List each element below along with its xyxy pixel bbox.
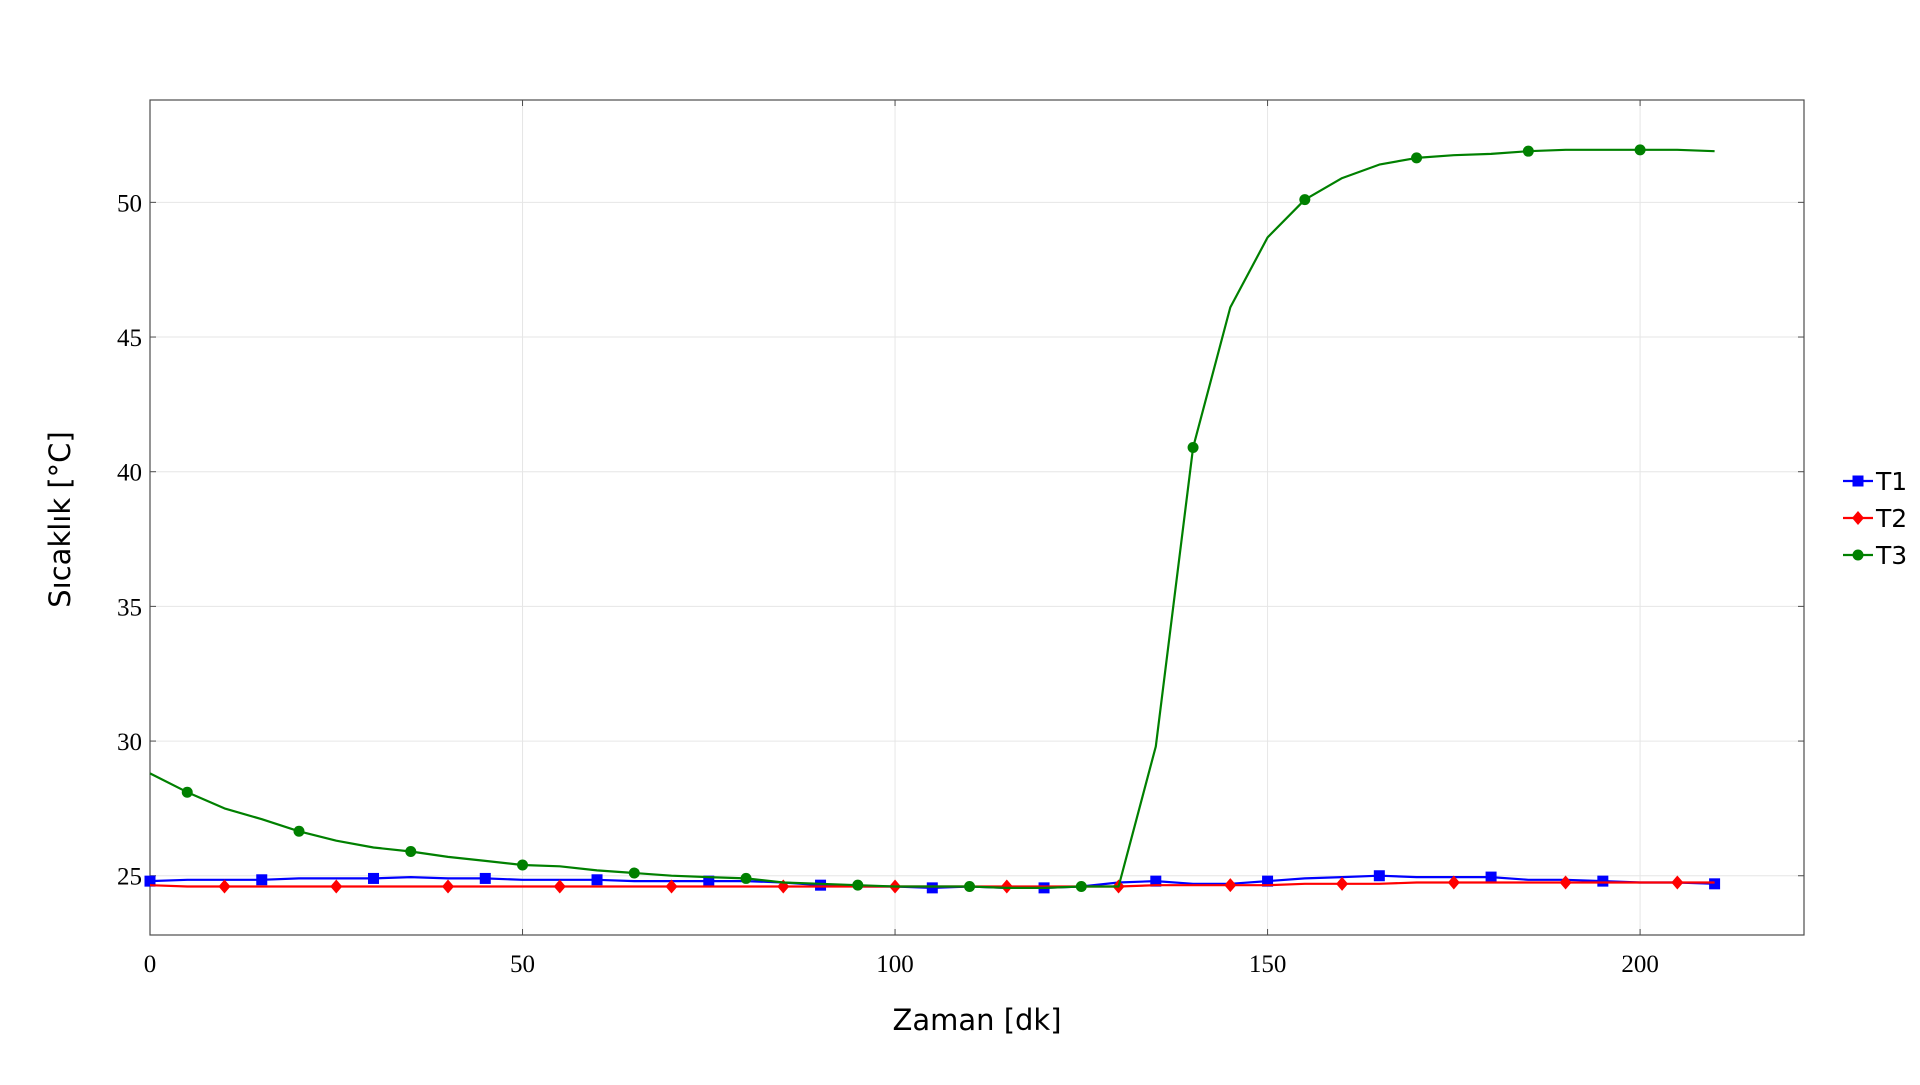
data-point — [330, 879, 343, 894]
y-tick-label: 25 — [117, 864, 142, 891]
series-group — [144, 144, 1721, 894]
data-point — [628, 867, 640, 879]
data-point — [1000, 879, 1013, 894]
y-axis-title: Sıcaklık [°C] — [43, 431, 77, 607]
x-tick-label: 150 — [1249, 951, 1287, 978]
data-point — [1262, 875, 1274, 887]
legend-item-t2: T2 — [1843, 504, 1907, 533]
axis-ticks: 0 50 100 150 200 25 30 35 40 45 50 — [117, 100, 1804, 978]
data-point — [1224, 878, 1237, 893]
data-point — [1373, 870, 1385, 882]
data-point — [517, 859, 529, 871]
legend-label: T2 — [1875, 504, 1907, 533]
data-point — [1634, 144, 1646, 156]
data-point — [591, 874, 603, 886]
data-point — [852, 879, 864, 891]
data-point — [1522, 145, 1534, 157]
x-tick-label: 200 — [1621, 951, 1659, 978]
data-point — [1597, 875, 1609, 887]
data-point — [1671, 875, 1684, 890]
data-point — [479, 872, 491, 884]
data-point — [368, 872, 380, 884]
y-tick-label: 35 — [117, 594, 142, 621]
data-point — [442, 879, 455, 894]
data-point — [1150, 875, 1162, 887]
grid-lines — [149, 100, 1804, 935]
data-point — [1336, 876, 1349, 891]
data-point — [964, 881, 976, 893]
x-tick-label: 100 — [876, 951, 914, 978]
legend-marker — [1852, 511, 1864, 525]
data-point — [665, 879, 678, 894]
data-point — [1709, 878, 1721, 890]
data-point — [256, 874, 268, 886]
data-point — [1411, 152, 1423, 164]
data-point — [1559, 875, 1572, 890]
data-point — [926, 882, 938, 894]
legend-marker — [1852, 549, 1864, 561]
data-point — [1299, 194, 1311, 206]
legend-label: T1 — [1875, 467, 1907, 496]
x-tick-label: 50 — [510, 951, 535, 978]
x-axis-title: Zaman [dk] — [892, 1003, 1061, 1037]
y-tick-label: 40 — [117, 460, 142, 487]
data-point — [815, 879, 827, 891]
x-tick-label: 0 — [144, 951, 157, 978]
plot-area-border — [149, 99, 1805, 936]
legend-item-t1: T1 — [1843, 467, 1907, 496]
data-point — [405, 846, 417, 857]
data-point — [144, 875, 156, 887]
legend-marker — [1852, 475, 1864, 487]
y-tick-label: 30 — [117, 729, 142, 756]
legend: T1 T2 T3 — [1843, 467, 1907, 570]
data-point — [1447, 875, 1460, 890]
y-tick-label: 50 — [117, 190, 142, 217]
legend-label: T3 — [1875, 541, 1907, 570]
data-point — [293, 825, 305, 837]
data-point — [703, 875, 715, 887]
series-line — [149, 148, 1715, 890]
data-point — [740, 872, 752, 884]
data-point — [553, 879, 566, 894]
y-tick-label: 45 — [117, 325, 142, 352]
data-point — [181, 786, 193, 798]
data-point — [1075, 881, 1087, 893]
data-point — [1187, 441, 1199, 453]
data-point — [1485, 871, 1497, 883]
series-t3 — [149, 144, 1715, 893]
legend-item-t3: T3 — [1843, 541, 1907, 570]
data-point — [218, 879, 231, 894]
